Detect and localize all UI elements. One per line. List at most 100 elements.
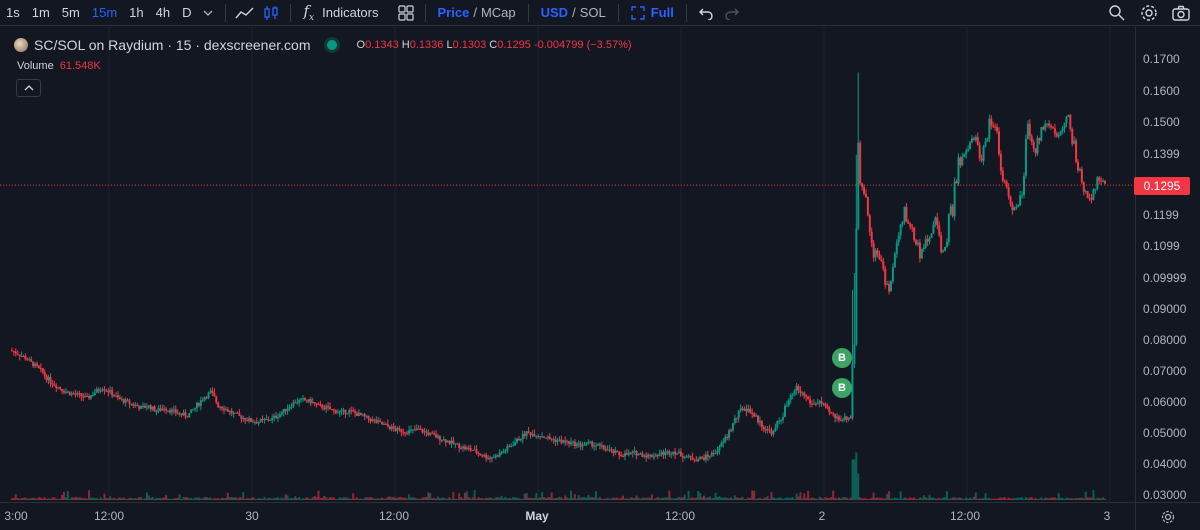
volume-bar (965, 497, 968, 500)
volume-bar (1065, 497, 1068, 500)
volume-bar (541, 492, 544, 500)
quick-search-icon[interactable] (1104, 0, 1130, 26)
candle-body (870, 231, 873, 244)
candle-body (265, 419, 268, 421)
volume-bar (101, 498, 104, 500)
volume-bar (136, 498, 139, 500)
indicators-button[interactable]: fx Indicators (297, 0, 384, 26)
volume-bar (913, 497, 916, 500)
usd-option[interactable]: USD (540, 5, 569, 20)
candle-body (699, 457, 702, 460)
interval-D[interactable]: D (182, 5, 192, 20)
candle-body (400, 429, 403, 433)
interval-4h[interactable]: 4h (155, 5, 171, 20)
price-axis[interactable] (1135, 27, 1200, 502)
volume-bar (452, 491, 455, 500)
volume-bar (1011, 498, 1014, 500)
collapse-legend-button[interactable] (16, 79, 41, 97)
candle-body (602, 445, 605, 449)
volume-bar (460, 497, 463, 500)
volume-bar (211, 498, 214, 500)
layout-grid-icon[interactable] (393, 0, 419, 26)
candle-body (787, 399, 790, 406)
volume-bar (612, 497, 615, 500)
volume-bar (498, 497, 501, 500)
volume-bar (448, 497, 451, 500)
interval-1m[interactable]: 1m (31, 5, 50, 20)
candle-body (598, 444, 601, 446)
undo-icon[interactable] (693, 0, 719, 26)
interval-1h[interactable]: 1h (129, 5, 144, 20)
candle-body (373, 419, 376, 421)
axis-settings-button[interactable] (1135, 502, 1200, 530)
sol-option[interactable]: SOL (579, 5, 606, 20)
interval-dropdown-button[interactable] (197, 0, 219, 26)
candle-body (365, 415, 368, 417)
candle-body (1104, 180, 1106, 184)
settings-gear-icon[interactable] (1136, 0, 1162, 26)
volume-bar (365, 497, 368, 500)
line-chart-icon[interactable] (232, 0, 258, 26)
candle-body (926, 239, 929, 242)
usd-sol-toggle[interactable]: USD / SOL (535, 0, 612, 26)
candle-body (571, 441, 574, 443)
time-axis[interactable] (0, 502, 1135, 530)
buy-marker[interactable]: B (832, 348, 852, 368)
full-button[interactable]: Full (625, 0, 680, 26)
volume-bar (703, 495, 706, 500)
candle-body (562, 440, 565, 443)
candle-body (47, 377, 50, 381)
candle-body (1080, 168, 1083, 183)
candle-body (703, 457, 706, 460)
mcap-option[interactable]: MCap (480, 5, 516, 20)
candle-body (641, 453, 644, 457)
buy-marker[interactable]: B (832, 378, 852, 398)
interval-15m[interactable]: 15m (91, 5, 118, 20)
candle-body (303, 398, 306, 401)
candle-body (949, 206, 952, 215)
volume-bar (755, 498, 758, 500)
candle-body (623, 453, 626, 457)
volume-bar (332, 497, 335, 500)
volume-bar (423, 497, 426, 500)
price-option[interactable]: Price (437, 5, 470, 20)
volume-bar (442, 497, 445, 500)
interval-5m[interactable]: 5m (61, 5, 80, 20)
redo-icon[interactable] (719, 0, 745, 26)
price-mcap-toggle[interactable]: Price / MCap (432, 0, 522, 26)
volume-bar (999, 497, 1002, 500)
candle-body (371, 419, 374, 422)
candle-body (388, 426, 391, 430)
candle-body (760, 420, 763, 428)
candle-body (278, 414, 281, 418)
candle-body (34, 363, 37, 367)
candle-body (662, 452, 665, 456)
candle-body (604, 448, 607, 451)
volume-bar (544, 498, 547, 500)
candle-body (789, 394, 792, 400)
interval-1s[interactable]: 1s (6, 5, 20, 20)
candle-body (82, 396, 85, 398)
candle-body (720, 443, 723, 447)
volume-bar (772, 497, 775, 500)
candle-body (1055, 133, 1058, 137)
volume-bar (363, 497, 366, 500)
candle-body (730, 430, 733, 432)
volume-bar (174, 498, 177, 500)
volume-bar (874, 497, 877, 500)
candle-body (849, 417, 852, 419)
volume-bar (1017, 497, 1020, 500)
candle-body (182, 412, 185, 415)
camera-icon[interactable] (1168, 0, 1194, 26)
price-tick-label: 0.09999 (1143, 271, 1187, 285)
candle-body (546, 436, 549, 439)
candles-icon[interactable] (258, 0, 284, 26)
candle-body (408, 430, 411, 434)
candle-body (783, 405, 786, 417)
volume-bar (142, 498, 145, 500)
candle-body (51, 383, 54, 385)
candle-body (625, 453, 628, 455)
price-chart[interactable] (0, 27, 1135, 502)
volume-bar (872, 492, 875, 500)
candle-body (236, 412, 239, 414)
